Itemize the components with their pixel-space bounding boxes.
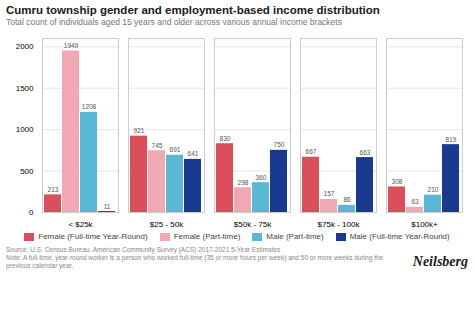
html-text:Note: A full-time, year-round: Note: A full-time, year-round worker is …	[6, 254, 384, 269]
svg-text:11: 11	[104, 203, 111, 210]
svg-text:$75k - 100k: $75k - 100k	[318, 220, 361, 229]
svg-text:1000: 1000	[16, 125, 34, 134]
svg-text:500: 500	[20, 167, 34, 176]
svg-text:745: 745	[152, 142, 163, 149]
svg-text:1208: 1208	[82, 103, 97, 110]
html-text:Total count of individuals age: Total count of individuals aged 15 years…	[6, 17, 342, 27]
html-text:Source: U.S. Census Bureau, Am: Source: U.S. Census Bureau, American Com…	[6, 246, 281, 253]
svg-text:1949: 1949	[64, 42, 79, 49]
html-text:Male (Full-time Year-Round): Male (Full-time Year-Round)	[349, 232, 450, 241]
svg-text:$25 - 50k: $25 - 50k	[150, 220, 184, 229]
svg-text:360: 360	[256, 174, 267, 181]
svg-text:819: 819	[446, 136, 457, 143]
svg-text:667: 667	[306, 148, 317, 155]
svg-text:157: 157	[324, 190, 335, 197]
svg-text:213: 213	[48, 186, 59, 193]
svg-text:830: 830	[220, 135, 231, 142]
svg-text:$50k - 75k: $50k - 75k	[234, 220, 272, 229]
svg-text:86: 86	[343, 196, 351, 203]
svg-text:210: 210	[428, 186, 439, 193]
svg-text:$100k+: $100k+	[411, 220, 438, 229]
html-text:Male (Part-time): Male (Part-time)	[266, 232, 324, 241]
svg-text:298: 298	[238, 179, 249, 186]
svg-text:< $25k: < $25k	[68, 220, 93, 229]
svg-text:1500: 1500	[16, 84, 34, 93]
html-text:Female (Full-time Year-Round): Female (Full-time Year-Round)	[38, 232, 148, 241]
html-text:Female (Part-time): Female (Part-time)	[173, 232, 241, 241]
svg-text:2000: 2000	[16, 42, 34, 51]
svg-text:691: 691	[170, 146, 181, 153]
svg-text:641: 641	[188, 150, 199, 157]
svg-text:308: 308	[392, 178, 403, 185]
html-text:Neilsberg: Neilsberg	[412, 254, 468, 269]
svg-text:63: 63	[411, 198, 419, 205]
svg-text:921: 921	[134, 127, 145, 134]
svg-text:663: 663	[360, 149, 371, 156]
svg-text:750: 750	[274, 141, 285, 148]
html-text:Cumru township gender and empl: Cumru township gender and employment-bas…	[6, 4, 380, 16]
svg-text:0: 0	[29, 208, 34, 217]
